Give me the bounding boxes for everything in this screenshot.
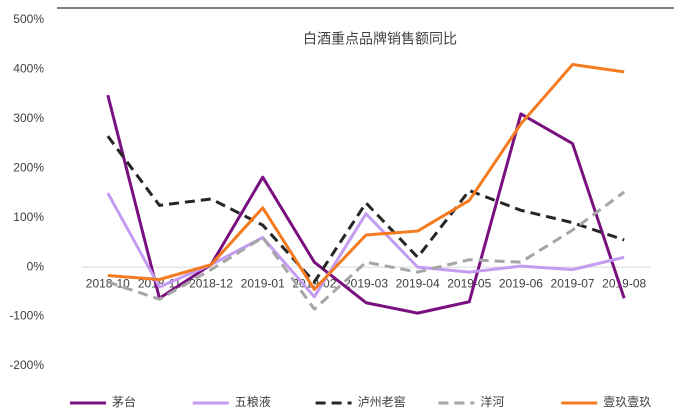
- legend-label: 泸州老窖: [358, 394, 406, 409]
- x-tick-label: 2019-03: [344, 276, 388, 290]
- y-tick-label: -200%: [9, 358, 44, 372]
- legend-label: 洋河: [480, 394, 504, 409]
- series-line: [107, 190, 626, 311]
- chart-title: 白酒重点品牌销售额同比: [303, 31, 457, 47]
- y-tick-label: 300%: [13, 111, 44, 125]
- x-tick-label: 2019-07: [551, 276, 595, 290]
- series-line: [106, 94, 626, 315]
- x-tick-label: 2019-05: [447, 276, 491, 290]
- legend-label: 茅台: [112, 394, 136, 409]
- y-tick-label: 200%: [13, 160, 44, 174]
- series-line: [106, 192, 625, 299]
- y-tick-label: 100%: [13, 210, 44, 224]
- x-tick-label: 2018-12: [189, 276, 233, 290]
- x-tick-label: 2019-06: [499, 276, 543, 290]
- y-tick-label: 0%: [27, 259, 45, 273]
- legend-label: 壹玖壹玖: [603, 395, 651, 409]
- y-tick-label: 500%: [13, 12, 44, 26]
- series-line: [107, 62, 625, 291]
- y-tick-label: 400%: [13, 62, 44, 76]
- series-line: [106, 135, 625, 284]
- x-tick-label: 2019-01: [241, 276, 285, 290]
- x-tick-label: 2019-04: [396, 276, 440, 290]
- y-tick-label: -100%: [9, 309, 44, 323]
- x-tick-label: 2019-08: [602, 276, 646, 290]
- legend-label: 五粮液: [235, 394, 271, 409]
